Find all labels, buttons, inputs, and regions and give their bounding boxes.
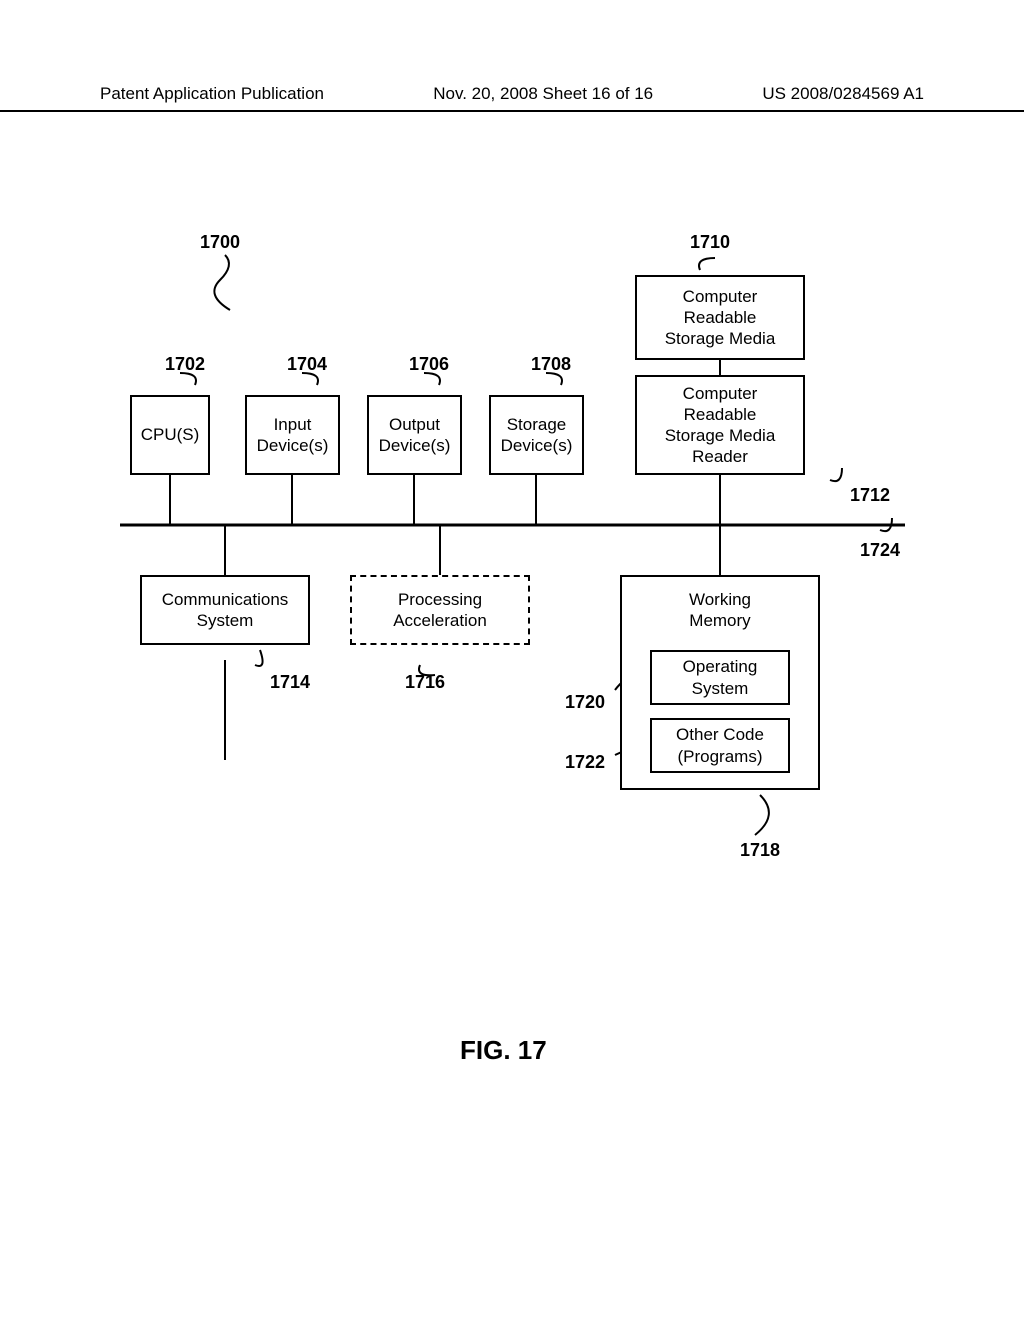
box-communications-system: Communications System bbox=[140, 575, 310, 645]
diagram-lines bbox=[0, 0, 1024, 1320]
box-processing-acceleration: Processing Acceleration bbox=[350, 575, 530, 645]
refnum-1708: 1708 bbox=[531, 354, 571, 375]
box-wmem-label: Working Memory bbox=[689, 589, 751, 632]
box-storage-media-reader: Computer Readable Storage Media Reader bbox=[635, 375, 805, 475]
refnum-1724: 1724 bbox=[860, 540, 900, 561]
refnum-1722: 1722 bbox=[565, 752, 605, 773]
box-other-label: Other Code (Programs) bbox=[676, 724, 764, 767]
box-storage-label: Storage Device(s) bbox=[501, 414, 573, 457]
box-input-devices: Input Device(s) bbox=[245, 395, 340, 475]
box-cpu: CPU(S) bbox=[130, 395, 210, 475]
box-other-code: Other Code (Programs) bbox=[650, 718, 790, 773]
box-cpu-label: CPU(S) bbox=[141, 424, 200, 445]
box-operating-system: Operating System bbox=[650, 650, 790, 705]
refnum-1700: 1700 bbox=[200, 232, 240, 253]
box-accel-label: Processing Acceleration bbox=[393, 589, 487, 632]
refnum-1718: 1718 bbox=[740, 840, 780, 861]
box-comm-label: Communications System bbox=[162, 589, 289, 632]
refnum-1720: 1720 bbox=[565, 692, 605, 713]
box-media-label: Computer Readable Storage Media bbox=[665, 286, 776, 350]
refnum-1704: 1704 bbox=[287, 354, 327, 375]
box-output-devices: Output Device(s) bbox=[367, 395, 462, 475]
figure-label: FIG. 17 bbox=[460, 1035, 547, 1066]
refnum-1702: 1702 bbox=[165, 354, 205, 375]
box-output-label: Output Device(s) bbox=[379, 414, 451, 457]
refnum-1716: 1716 bbox=[405, 672, 445, 693]
refnum-1710: 1710 bbox=[690, 232, 730, 253]
refnum-1712: 1712 bbox=[850, 485, 890, 506]
box-storage-devices: Storage Device(s) bbox=[489, 395, 584, 475]
page: Patent Application Publication Nov. 20, … bbox=[0, 0, 1024, 1320]
box-input-label: Input Device(s) bbox=[257, 414, 329, 457]
refnum-1706: 1706 bbox=[409, 354, 449, 375]
box-storage-media: Computer Readable Storage Media bbox=[635, 275, 805, 360]
box-reader-label: Computer Readable Storage Media Reader bbox=[665, 383, 776, 468]
refnum-1714: 1714 bbox=[270, 672, 310, 693]
box-os-label: Operating System bbox=[683, 656, 758, 699]
